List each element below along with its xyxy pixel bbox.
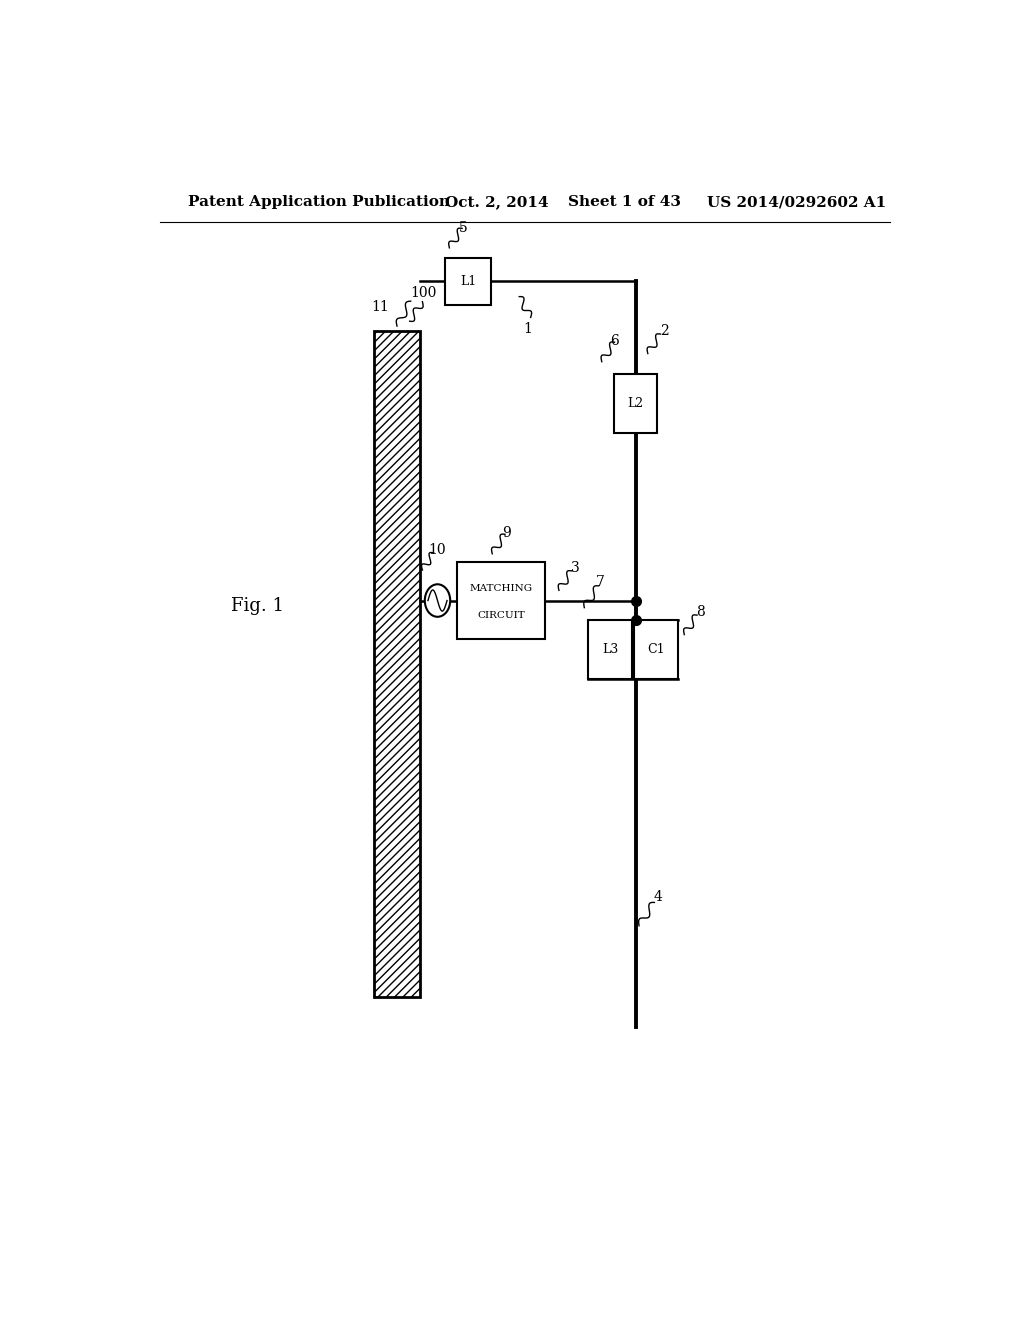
Bar (374, 331, 420, 997)
Text: 3: 3 (570, 561, 580, 576)
Text: US 2014/0292602 A1: US 2014/0292602 A1 (708, 195, 887, 209)
Text: 9: 9 (502, 527, 511, 540)
Bar (588, 620, 632, 678)
Text: MATCHING: MATCHING (469, 585, 532, 594)
Bar (445, 257, 492, 305)
Text: L1: L1 (461, 275, 476, 288)
Text: 100: 100 (411, 285, 437, 300)
Text: 6: 6 (609, 334, 618, 348)
Bar (613, 374, 657, 433)
Text: 10: 10 (429, 543, 446, 557)
Text: Fig. 1: Fig. 1 (231, 597, 285, 615)
Text: 1: 1 (523, 322, 532, 337)
Text: Patent Application Publication: Patent Application Publication (187, 195, 450, 209)
Text: L3: L3 (602, 643, 618, 656)
Text: 11: 11 (371, 300, 388, 314)
Text: 4: 4 (653, 890, 663, 904)
Bar (458, 562, 545, 639)
Bar (634, 620, 678, 678)
Text: CIRCUIT: CIRCUIT (477, 611, 525, 620)
Text: 2: 2 (659, 325, 669, 338)
Text: Sheet 1 of 43: Sheet 1 of 43 (568, 195, 681, 209)
Text: 5: 5 (459, 220, 468, 235)
Text: 8: 8 (696, 606, 705, 619)
Text: C1: C1 (647, 643, 665, 656)
Text: L2: L2 (628, 397, 643, 409)
Text: Oct. 2, 2014: Oct. 2, 2014 (445, 195, 549, 209)
Text: 7: 7 (596, 576, 605, 589)
Circle shape (425, 585, 451, 616)
